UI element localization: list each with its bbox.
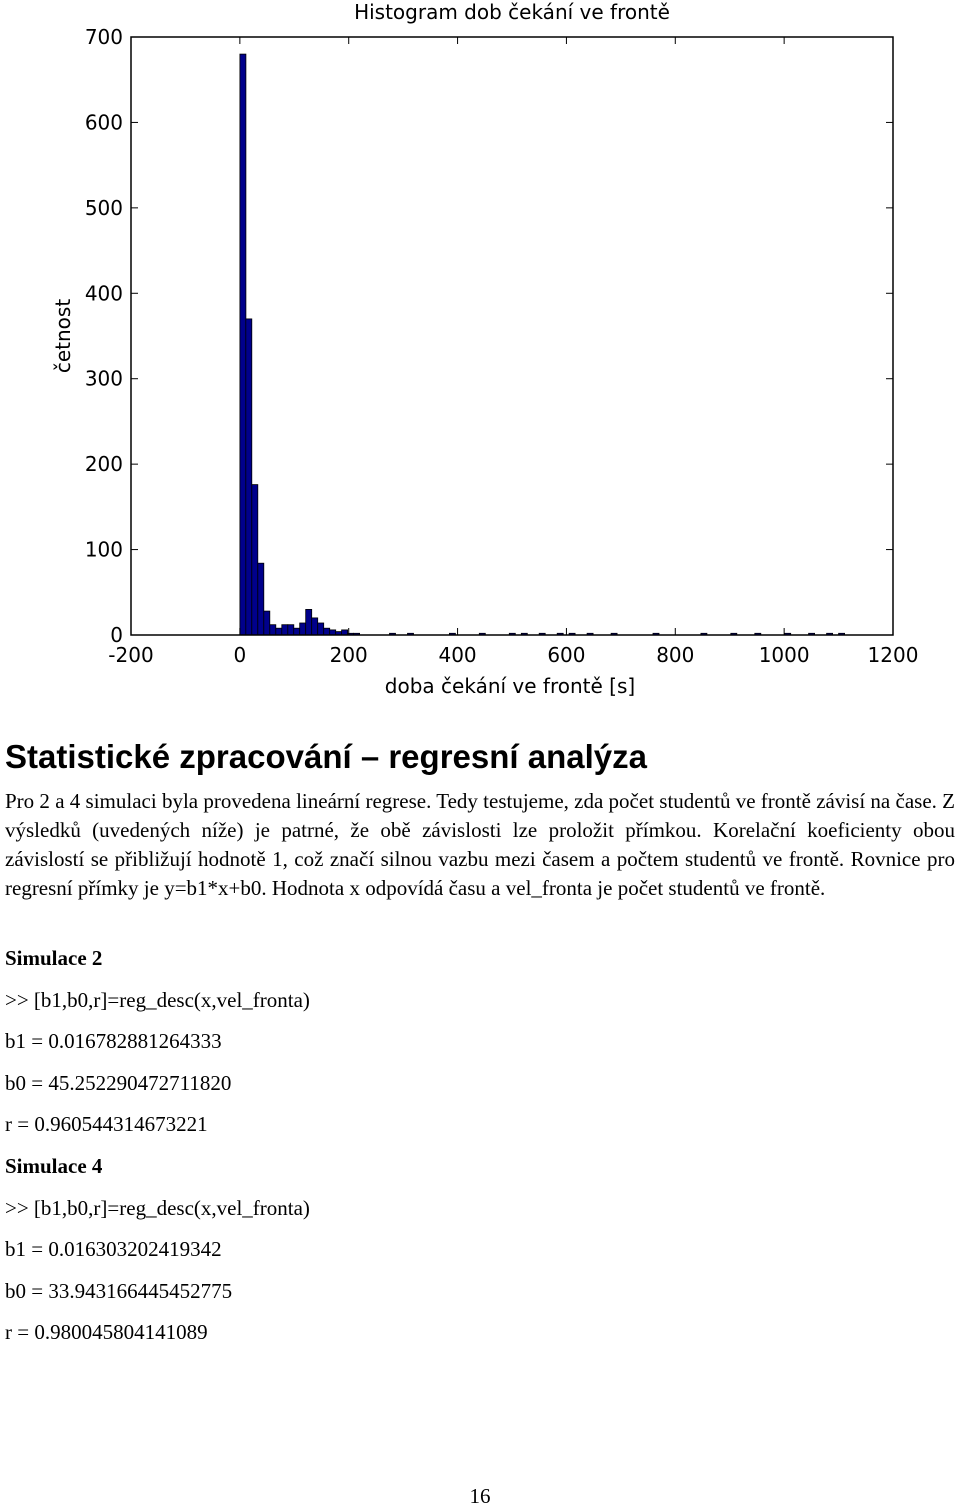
histogram-bar [251, 484, 259, 636]
y-tick-label: 100 [85, 538, 123, 562]
x-tick-label: 0 [233, 643, 246, 667]
histogram-bar [305, 609, 313, 636]
x-axis-label: doba čekání ve frontě [s] [385, 674, 635, 698]
y-tick-label: 400 [85, 281, 123, 305]
histogram-bar [239, 53, 247, 636]
histogram-bar [311, 617, 319, 636]
simulation-2-command: >> [b1,b0,r]=reg_desc(x,vel_fronta) [5, 988, 310, 1012]
x-tick-label: 200 [330, 643, 368, 667]
simulation-2-b0: b0 = 45.252290472711820 [5, 1071, 232, 1095]
histogram-bar [323, 627, 331, 636]
x-tick-label: 600 [547, 643, 585, 667]
simulation-2-r: r = 0.960544314673221 [5, 1112, 208, 1136]
y-tick-label: 0 [110, 623, 123, 647]
y-tick-label: 200 [85, 452, 123, 476]
histogram-bar [257, 562, 265, 636]
simulation-4-command: >> [b1,b0,r]=reg_desc(x,vel_fronta) [5, 1196, 310, 1220]
simulation-4-title: Simulace 4 [5, 1154, 103, 1178]
section-heading: Statistické zpracování – regresní analýz… [5, 738, 647, 775]
histogram-bar [299, 622, 307, 636]
x-tick-label: 1200 [868, 643, 919, 667]
histogram-bar [287, 624, 295, 636]
x-tick-label: 800 [656, 643, 694, 667]
histogram-bar [329, 629, 337, 636]
simulation-4-b1: b1 = 0.016303202419342 [5, 1237, 222, 1261]
histogram-bar [245, 318, 253, 636]
chart-title: Histogram dob čekání ve frontě [354, 0, 670, 24]
x-tick-label: -200 [108, 643, 153, 667]
page-number: 16 [469, 1484, 491, 1508]
histogram-bar [263, 610, 271, 636]
simulation-4-r: r = 0.980045804141089 [5, 1320, 208, 1344]
y-tick-label: 300 [85, 367, 123, 391]
histogram-bar [269, 624, 277, 636]
y-tick-label: 600 [85, 110, 123, 134]
simulation-2-b1: b1 = 0.016782881264333 [5, 1029, 222, 1053]
y-tick-label: 500 [85, 196, 123, 220]
histogram-bar [341, 629, 349, 636]
histogram-bar [281, 624, 289, 636]
y-axis-label: četnost [51, 299, 75, 373]
x-tick-label: 1000 [759, 643, 810, 667]
simulation-2-title: Simulace 2 [5, 946, 103, 970]
plot-area-frame [130, 36, 894, 636]
x-tick-label: 400 [438, 643, 476, 667]
histogram-chart: Histogram dob čekání ve frontě četnost d… [51, 0, 919, 698]
histogram-bar [317, 622, 325, 636]
histogram-figure: Histogram dob čekání ve frontě četnost d… [0, 0, 960, 710]
section-paragraph: Pro 2 a 4 simulaci byla provedena lineár… [5, 789, 955, 900]
simulation-4-b0: b0 = 33.943166445452775 [5, 1279, 233, 1303]
histogram-bar [275, 627, 283, 636]
y-tick-label: 700 [85, 25, 123, 49]
histogram-bar [293, 627, 301, 636]
